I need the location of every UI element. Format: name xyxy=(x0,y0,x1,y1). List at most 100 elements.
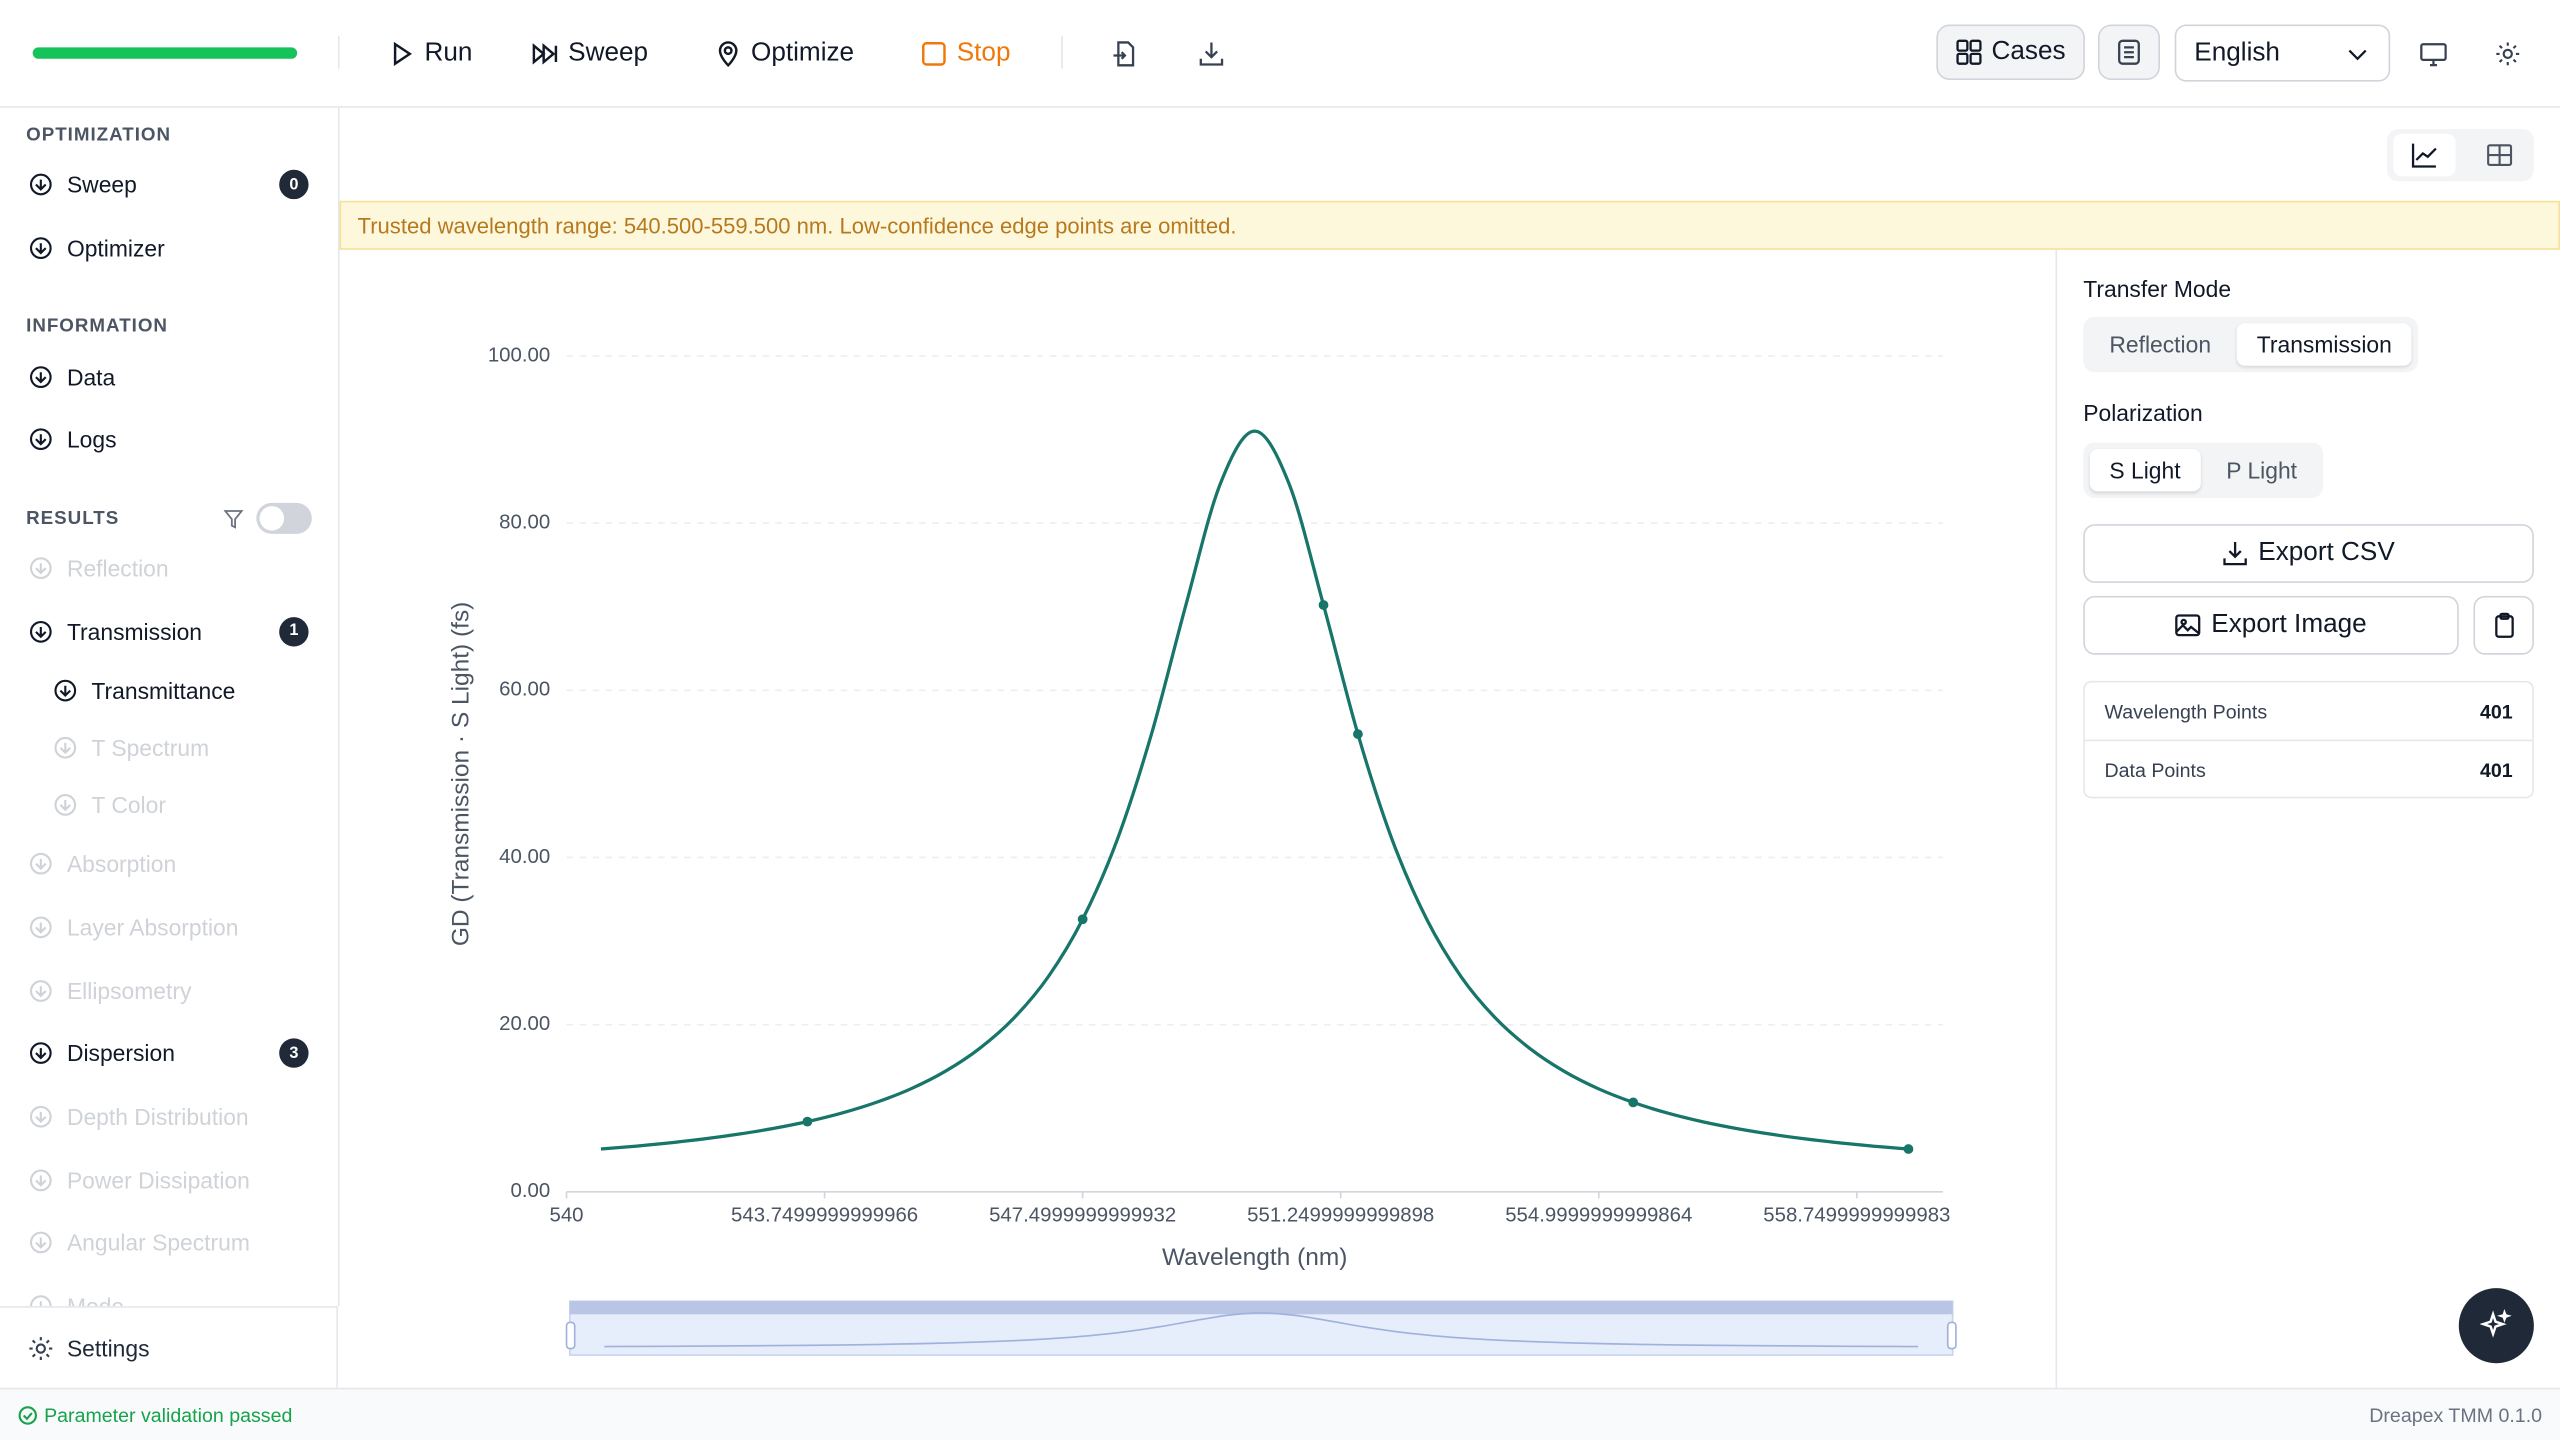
export-csv-button[interactable]: Export CSV xyxy=(2083,524,2534,583)
nav-item: Absorption xyxy=(0,832,338,895)
nav-item[interactable]: Transmission 1 xyxy=(0,600,338,663)
settings-label: Settings xyxy=(66,1334,150,1361)
item-icon xyxy=(29,365,52,388)
nav-item: Angular Spectrum xyxy=(0,1211,338,1274)
y-tick-label: 0.00 xyxy=(511,1180,551,1202)
notes-button[interactable] xyxy=(2097,24,2160,80)
icon-shape xyxy=(29,1232,52,1254)
nav-label: Mode xyxy=(67,1293,124,1306)
language-label: English xyxy=(2194,38,2280,67)
section-gap xyxy=(0,280,338,300)
icon-shape xyxy=(54,736,77,759)
copy-button[interactable] xyxy=(2473,595,2534,655)
section-title-text: INFORMATION xyxy=(26,317,168,337)
icon-shape xyxy=(35,180,47,192)
settings-link[interactable]: Settings xyxy=(0,1306,338,1388)
sweep-button[interactable]: Sweep xyxy=(532,33,648,75)
transfer-mode-label: Transfer Mode xyxy=(2083,275,2232,303)
zoom-handle[interactable] xyxy=(565,1321,576,1350)
sweep-label: Sweep xyxy=(568,39,649,67)
table-view-button[interactable] xyxy=(2469,134,2531,176)
nav-item[interactable]: Dispersion 3 xyxy=(0,1022,338,1085)
transfer-mode-switch: Reflection Transmission xyxy=(2083,316,2418,373)
icon-shape xyxy=(35,922,47,934)
icon-shape xyxy=(59,799,71,811)
nav-label: Reflection xyxy=(66,555,169,582)
section-title: OPTIMIZATION xyxy=(0,108,338,154)
nav-item: Ellipsometry xyxy=(0,959,338,1022)
zoom-handle[interactable] xyxy=(1946,1321,1957,1350)
section-title-text: RESULTS xyxy=(26,508,120,529)
item-icon xyxy=(54,736,77,759)
item-icon xyxy=(29,1105,52,1128)
icon-shape xyxy=(35,859,47,871)
segment-option[interactable]: Reflection xyxy=(2109,331,2212,358)
assistant-button[interactable] xyxy=(2458,1288,2534,1364)
optimize-label: Optimize xyxy=(751,39,855,67)
icon-shape xyxy=(29,979,52,1002)
stat-value: 401 xyxy=(2479,758,2513,782)
nav-label: Angular Spectrum xyxy=(66,1230,250,1257)
segment-option[interactable]: S Light xyxy=(2089,448,2201,492)
status-bar: Parameter validation passed Dreapex TMM … xyxy=(0,1387,2560,1440)
cases-button[interactable]: Cases xyxy=(1936,24,2085,80)
x-axis-label: Wavelength (nm) xyxy=(1162,1244,1347,1271)
nav-label: Transmission xyxy=(66,618,203,645)
nav-label: Depth Distribution xyxy=(66,1103,249,1130)
import-button[interactable] xyxy=(1104,33,1146,75)
y-tick-label: 20.00 xyxy=(499,1013,550,1035)
nav-label: Power Dissipation xyxy=(66,1166,250,1193)
nav-item: Reflection xyxy=(0,537,338,600)
status-message: Parameter validation passed xyxy=(44,1403,293,1427)
segment-option[interactable]: P Light xyxy=(2226,457,2298,484)
y-tick-label: 100.00 xyxy=(488,344,550,366)
item-icon xyxy=(29,237,52,260)
toolbar: Run Sweep Optimize Stop Cases English xyxy=(0,0,2560,108)
icon-shape xyxy=(29,237,52,260)
y-tick-label: 80.00 xyxy=(499,511,550,533)
item-icon xyxy=(29,1042,52,1065)
chart-view-button[interactable] xyxy=(2393,133,2456,177)
banner-text: Trusted wavelength range: 540.500-559.50… xyxy=(357,213,1237,238)
nav-label: Data xyxy=(66,363,116,390)
x-tick-label: 540 xyxy=(550,1205,584,1227)
icon-shape xyxy=(36,1301,46,1307)
download-button[interactable] xyxy=(1190,33,1232,75)
nav-item[interactable]: Sweep 0 xyxy=(0,153,338,216)
chart: 0.00 20.00 40.00 60.00 80.00 100.00 540 543.749… xyxy=(448,344,1957,1356)
data-point xyxy=(1628,1097,1639,1108)
icon-shape xyxy=(59,686,71,698)
zoom-handle-bar xyxy=(569,1301,1953,1315)
data-point xyxy=(802,1116,813,1127)
run-button[interactable]: Run xyxy=(389,33,472,75)
nav-label: Logs xyxy=(66,426,117,453)
icon-shape xyxy=(29,557,52,580)
nav-item[interactable]: Data xyxy=(0,345,338,408)
nav-item: Mode xyxy=(0,1275,338,1307)
icon-shape xyxy=(223,509,244,529)
icon-shape xyxy=(29,1042,52,1065)
progress-bar xyxy=(32,47,298,59)
language-select[interactable]: English xyxy=(2174,24,2391,82)
nav-item: Layer Absorption xyxy=(0,896,338,959)
stop-button[interactable]: Stop xyxy=(921,33,1010,75)
nav-label: T Spectrum xyxy=(91,734,210,761)
nav-item[interactable]: Logs xyxy=(0,408,338,471)
export-image-button[interactable]: Export Image xyxy=(2083,595,2459,655)
optimize-button[interactable]: Optimize xyxy=(715,33,854,75)
stat-label: Data Points xyxy=(2104,758,2206,782)
nav-item[interactable]: Transmittance xyxy=(0,663,338,719)
nav-item: T Color xyxy=(0,776,338,832)
item-icon xyxy=(29,557,52,580)
y-tick-label: 60.00 xyxy=(499,679,550,701)
icon-shape xyxy=(35,1238,47,1250)
icon-shape xyxy=(29,428,52,451)
segment-option[interactable]: Transmission xyxy=(2237,323,2412,366)
filter-toggle[interactable] xyxy=(256,503,312,535)
status-ok: Parameter validation passed xyxy=(18,1403,292,1426)
nav-item[interactable]: Optimizer xyxy=(0,217,338,280)
display-button[interactable] xyxy=(2411,33,2453,75)
icon-shape xyxy=(29,916,52,939)
settings-button[interactable] xyxy=(2487,33,2529,75)
